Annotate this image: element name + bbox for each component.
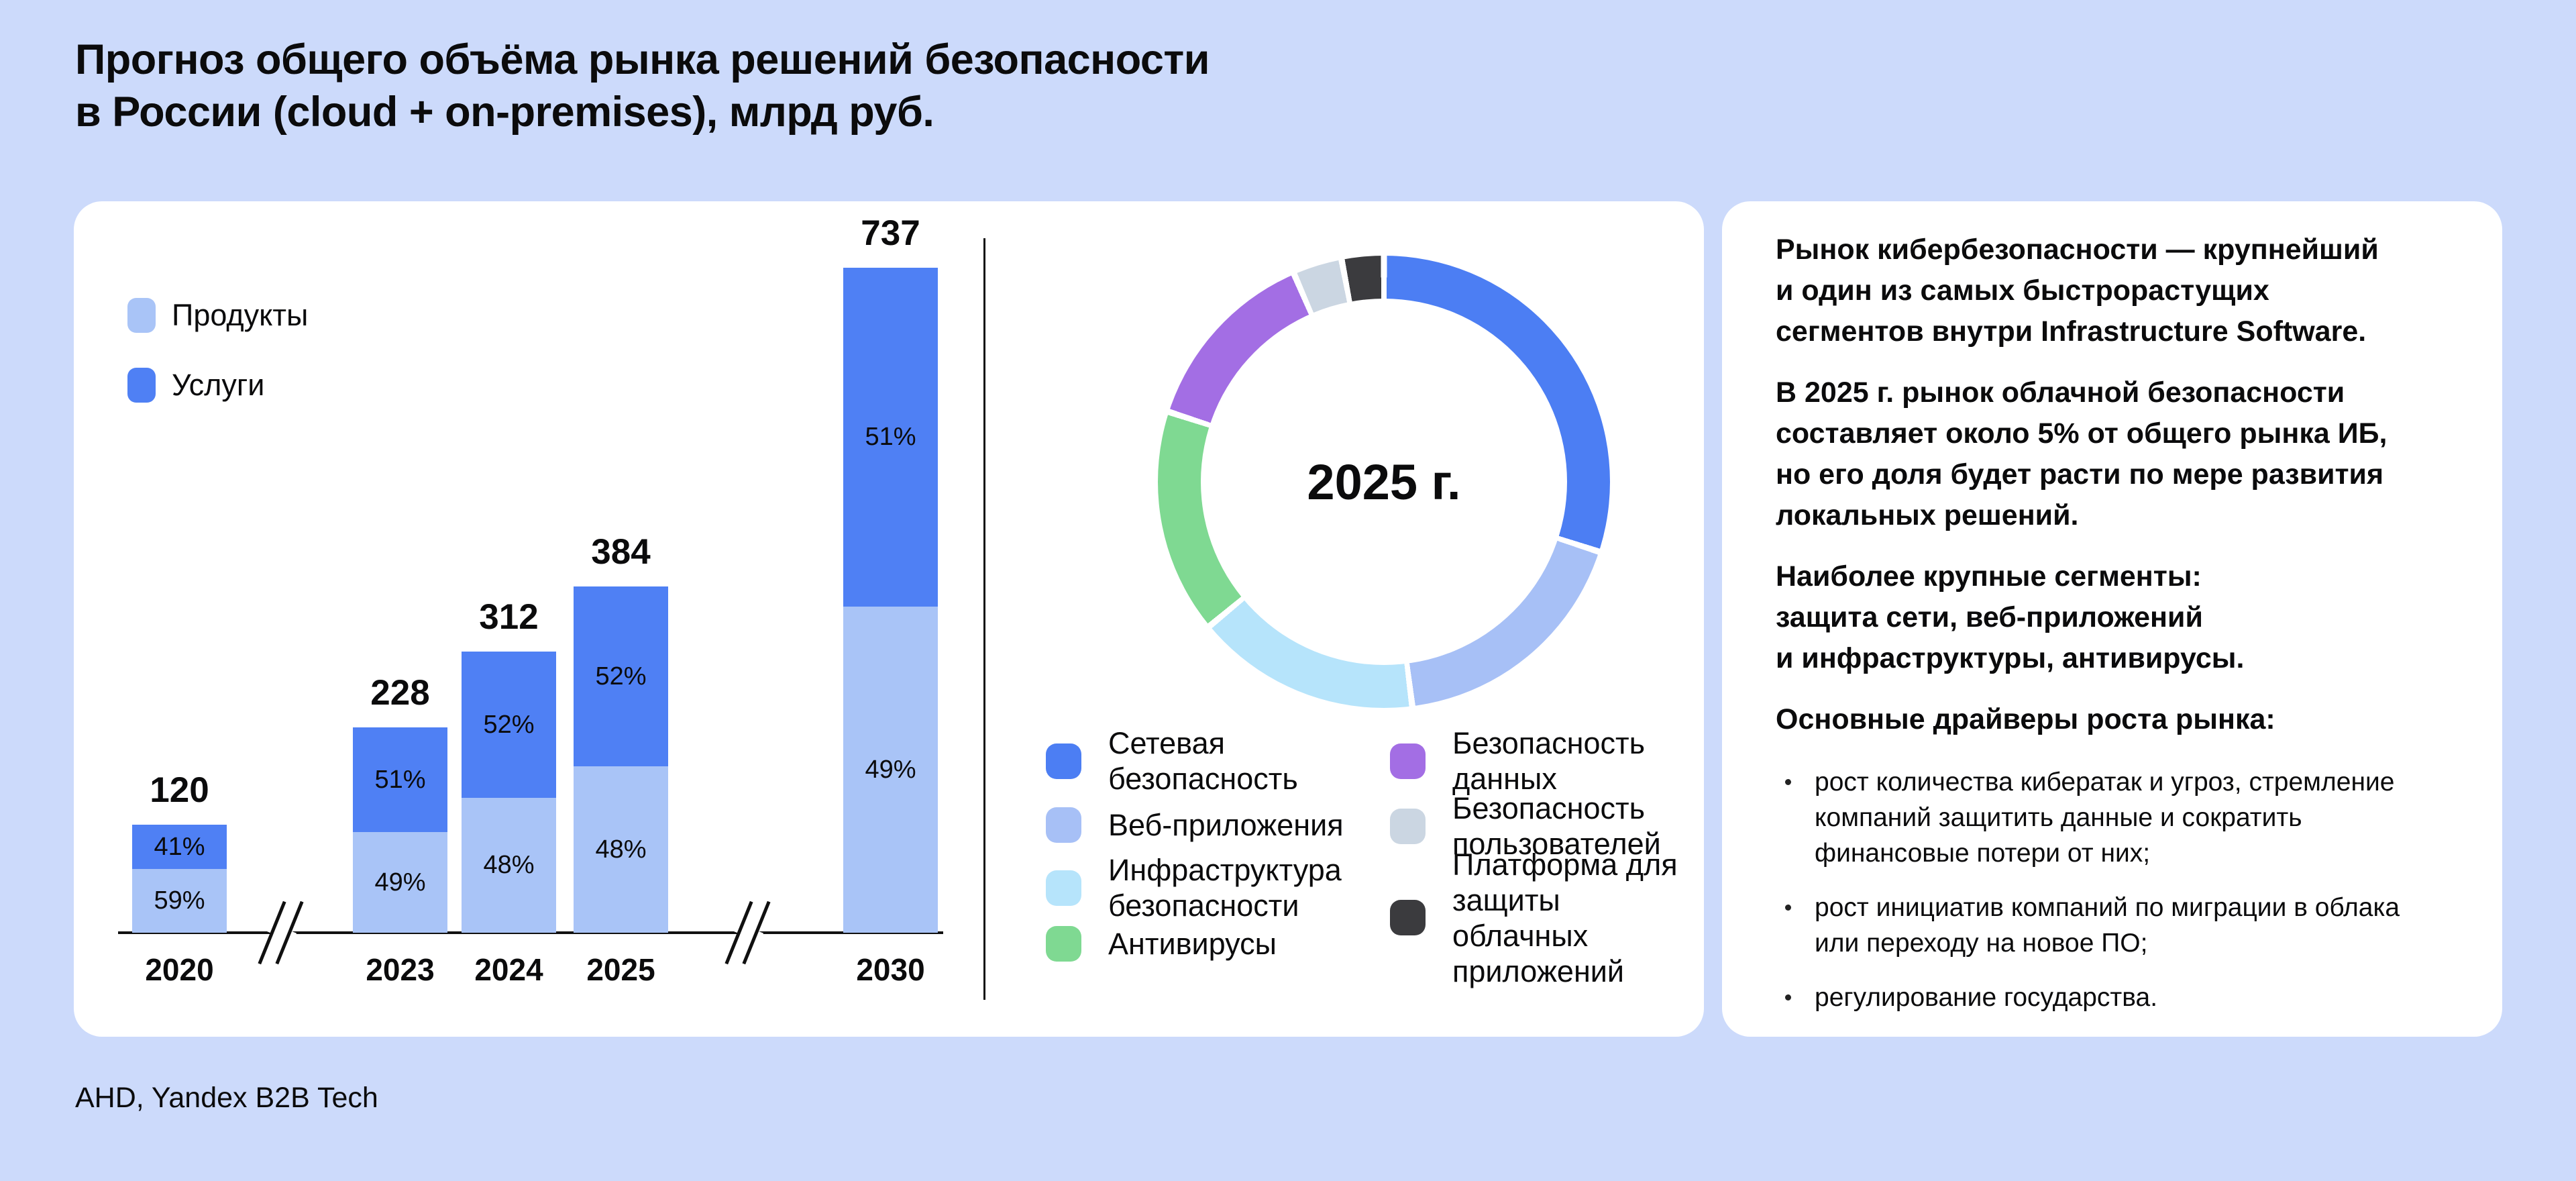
axis-break: [258, 896, 304, 970]
data-security-swatch: [1390, 743, 1426, 779]
axis-break: [724, 896, 771, 970]
network-security-swatch: [1046, 743, 1081, 779]
user-security-label: Безопасность пользователей: [1452, 791, 1661, 861]
services-legend-swatch: [127, 368, 156, 403]
data-security-label: Безопасность данных: [1452, 726, 1646, 796]
donut-legend-item-antivirus: Антивирусы: [1046, 908, 1277, 979]
stacked-bar-chart: 41% 59% 120 2020 51% 49% 228 2023 52% 48% 312 2024 5…: [74, 201, 983, 1037]
charts-card: Продукты Услуги 41% 59% 120 2020 51% 49% 228 20…: [74, 201, 1704, 1037]
insight-paragraph-2: В 2025 г. рынок облачной безопасности со…: [1776, 376, 2387, 531]
driver-text-1: рост количества кибератак и угроз, стрем…: [1815, 768, 2395, 868]
bar-total-label: 384: [591, 532, 651, 572]
bar-2030: 51% 49%: [843, 268, 938, 933]
page-title: Прогноз общего объёма рынка решений безо…: [75, 36, 1210, 136]
bullet-dot: [1785, 905, 1791, 911]
chart-divider-line: [983, 238, 985, 1000]
donut-center-label: 2025 г.: [1307, 454, 1461, 510]
donut-legend-item-network: Сетевая безопасность: [1046, 725, 1298, 797]
driver-bullet-3: регулирование государства.: [1776, 980, 2454, 1015]
bar-segment-services: 51%: [843, 268, 938, 607]
donut-hole: [1201, 299, 1567, 665]
products-legend-swatch: [127, 298, 156, 333]
bar-segment-services: 52%: [574, 586, 668, 766]
donut-legend-item-webapps: Веб-приложения: [1046, 789, 1344, 860]
driver-bullet-1: рост количества кибератак и угроз, стрем…: [1776, 764, 2454, 871]
web-apps-label: Веб-приложения: [1108, 807, 1344, 842]
bar-2025: 52% 48%: [574, 586, 668, 933]
bar-segment-products: 48%: [462, 798, 556, 933]
bullet-dot: [1785, 779, 1791, 785]
bar-total-label: 737: [861, 213, 920, 253]
bar-2023: 51% 49%: [353, 727, 447, 933]
bar-total-label: 312: [479, 597, 539, 637]
bullet-dot: [1785, 994, 1791, 1000]
donut-chart: 2025 г.: [1158, 256, 1610, 708]
bar-segment-products: 48%: [574, 766, 668, 933]
infrastructure-swatch: [1046, 870, 1081, 906]
bar-segment-products: 49%: [353, 832, 447, 933]
x-axis-line: [118, 931, 943, 934]
donut-legend-item-user-security: Безопасность пользователей: [1390, 790, 1661, 862]
antivirus-label: Антивирусы: [1108, 926, 1277, 961]
bar-segment-services: 52%: [462, 652, 556, 798]
user-security-swatch: [1390, 808, 1426, 844]
antivirus-swatch: [1046, 925, 1081, 962]
x-tick-label: 2020: [145, 952, 214, 987]
donut-legend-item-cloud-platform: Платформа для защиты облачных приложений: [1390, 848, 1704, 988]
legend-item-products: Продукты: [127, 297, 308, 333]
x-tick-label: 2030: [856, 952, 925, 987]
x-tick-label: 2025: [586, 952, 655, 987]
network-security-label: Сетевая безопасность: [1108, 726, 1298, 796]
bar-2024: 52% 48%: [462, 652, 556, 933]
infrastructure-label: Инфраструктура безопасности: [1108, 853, 1342, 923]
driver-text-3: регулирование государства.: [1815, 983, 2158, 1012]
bar-segment-products: 49%: [843, 607, 938, 933]
x-tick-label: 2024: [474, 952, 543, 987]
bar-total-label: 120: [150, 770, 209, 810]
web-apps-swatch: [1046, 807, 1081, 843]
bar-segment-services: 41%: [132, 825, 227, 869]
bar-total-label: 228: [370, 673, 430, 713]
source-note: AHD, Yandex B2B Tech: [75, 1082, 378, 1114]
bar-segment-services: 51%: [353, 727, 447, 832]
insight-paragraph-1: Рынок кибербезопасности — крупнейший и о…: [1776, 234, 2379, 348]
donut-legend-item-infrastructure: Инфраструктура безопасности: [1046, 852, 1342, 923]
cloud-platform-swatch: [1390, 900, 1426, 935]
products-legend-label: Продукты: [172, 298, 309, 332]
donut-legend-item-data-security: Безопасность данных: [1390, 725, 1645, 797]
services-legend-label: Услуги: [172, 368, 265, 402]
bar-2020: 41% 59%: [132, 825, 227, 933]
insights-card: Рынок кибербезопасности — крупнейший и о…: [1722, 201, 2502, 1037]
driver-text-2: рост инициатив компаний по миграции в об…: [1815, 893, 2400, 958]
bar-segment-products: 59%: [132, 869, 227, 933]
driver-bullet-2: рост инициатив компаний по миграции в об…: [1776, 890, 2454, 961]
drivers-heading: Основные драйверы роста рынка:: [1776, 703, 2275, 735]
x-tick-label: 2023: [366, 952, 435, 987]
insight-paragraph-3: Наиболее крупные сегменты: защита сети, …: [1776, 560, 2245, 674]
legend-item-services: Услуги: [127, 367, 264, 403]
cloud-platform-label: Платформа для защиты облачных приложений: [1452, 847, 1678, 988]
